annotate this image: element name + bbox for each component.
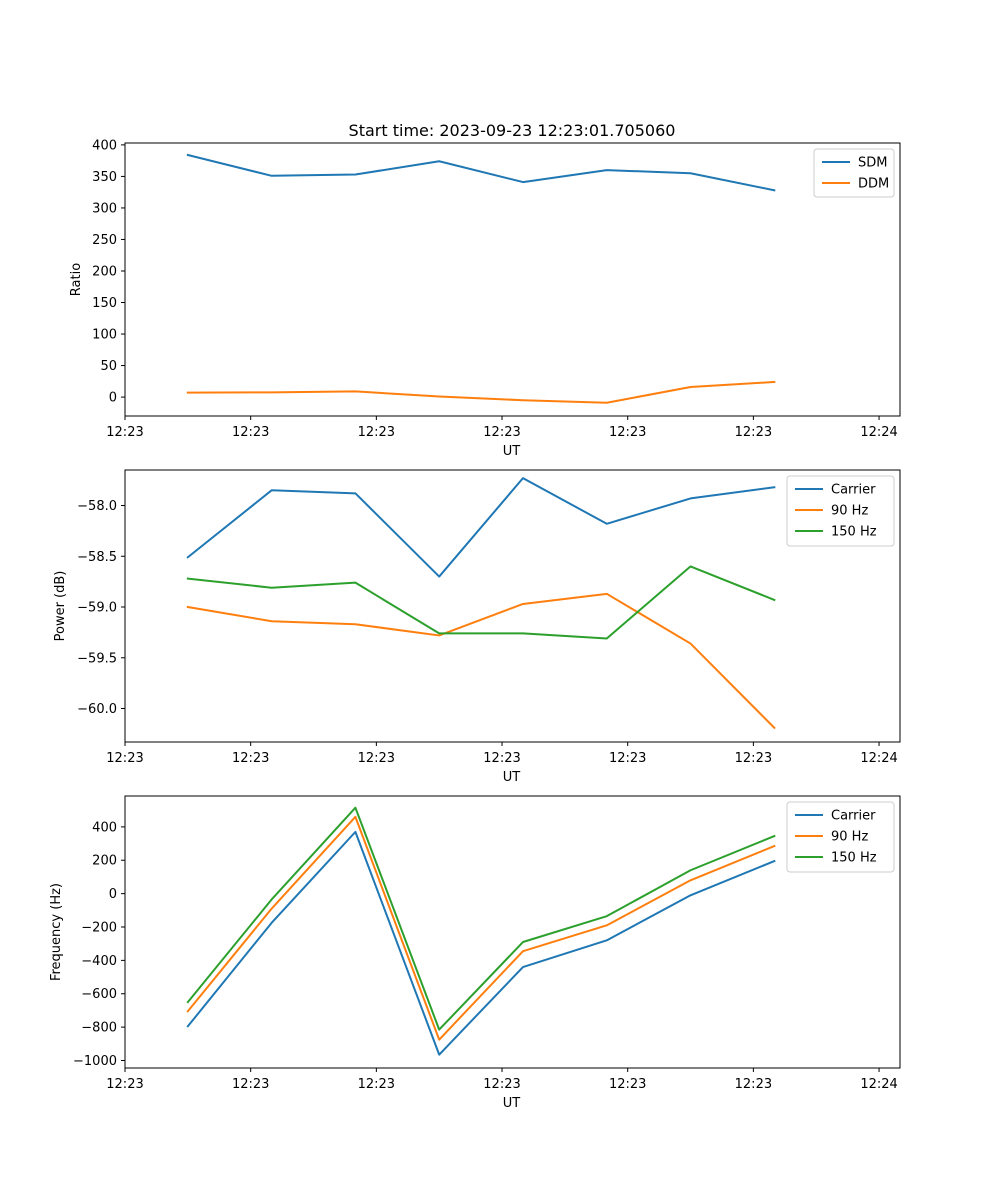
axes-frame [124,142,901,417]
x-axis-label: UT [503,770,521,785]
subplots: 12:23 12:23 12:23 12:23 12:23 12:23 12:24 0 50 10… [49,138,901,1111]
series-line-carrier [186,477,776,578]
y-tick-label: 0 [109,391,117,406]
y-axis-label: Ratio [69,263,84,296]
legend-box [786,475,895,547]
x-tick-label: 12:23 [106,425,143,440]
legend: SDM DDM [813,148,895,198]
y-tick-label: 400 [92,820,117,835]
y-tick-label: −800 [81,1021,117,1036]
y-tick-label: −1000 [73,1054,117,1069]
legend-label-carrier: Carrier [831,809,876,824]
x-tick-label: 12:23 [735,425,772,440]
series-line-90-hz [186,815,776,1041]
x-tick-label: 12:23 [483,751,520,766]
y-tick-label: 200 [92,264,117,279]
legend-label-carrier: Carrier [831,483,876,498]
series-line-sdm [186,153,776,192]
legend-label-sdm: SDM [858,156,887,171]
series-line-carrier [186,830,776,1056]
series-line-90-hz [186,592,776,730]
y-tick-label: 200 [92,854,117,869]
y-tick-label: −59.0 [77,601,117,616]
y-tick-label: −60.0 [77,702,117,717]
y-tick-label: −58.5 [77,550,117,565]
subplot-2: 12:23 12:23 12:23 12:23 12:23 12:23 12:24 −58.0… [53,469,901,785]
subplot-3: 12:23 12:23 12:23 12:23 12:23 12:23 12:24 400 20… [49,795,901,1111]
y-tick-label: −200 [81,920,117,935]
x-axis-label: UT [503,444,521,459]
x-tick-label: 12:23 [609,751,646,766]
x-tick-label: 12:23 [106,751,143,766]
y-tick-label: −400 [81,954,117,969]
x-tick-label: 12:23 [483,425,520,440]
legend-label-150-hz: 150 Hz [831,851,877,866]
y-tick-label: −600 [81,987,117,1002]
x-tick-label: 12:23 [483,1077,520,1092]
series-line-ddm [186,380,776,404]
x-axis-label: UT [503,1096,521,1111]
x-tick-label: 12:23 [358,425,395,440]
legend-label-90-hz: 90 Hz [831,830,868,845]
legend-label-150-hz: 150 Hz [831,525,877,540]
subplot-1: 12:23 12:23 12:23 12:23 12:23 12:23 12:24 0 50 10… [69,138,901,459]
x-tick-label: 12:23 [232,1077,269,1092]
x-tick-label: 12:23 [358,751,395,766]
x-tick-label: 12:24 [860,751,897,766]
x-tick-label: 12:23 [232,751,269,766]
legend: Carrier 90 Hz 150 Hz [786,801,895,873]
axes-frame [124,469,901,743]
x-tick-label: 12:23 [106,1077,143,1092]
y-tick-label: 400 [92,138,117,153]
legend-label-90-hz: 90 Hz [831,504,868,519]
x-tick-label: 12:24 [860,1077,897,1092]
x-tick-label: 12:23 [358,1077,395,1092]
x-tick-label: 12:23 [735,1077,772,1092]
legend-box [786,801,895,873]
y-tick-label: −58.0 [77,499,117,514]
legend: Carrier 90 Hz 150 Hz [786,475,895,547]
y-tick-label: −59.5 [77,651,117,666]
x-tick-label: 12:24 [860,425,897,440]
y-axis-label: Power (dB) [53,571,68,642]
x-tick-label: 12:23 [735,751,772,766]
x-tick-label: 12:23 [609,1077,646,1092]
x-tick-label: 12:23 [609,425,646,440]
series-line-150-hz [186,806,776,1031]
y-axis-label: Frequency (Hz) [49,883,64,981]
x-tick-label: 12:23 [232,425,269,440]
legend-label-ddm: DDM [858,177,889,192]
chart-title: Start time: 2023-09-23 12:23:01.705060 [349,121,676,140]
y-tick-label: 50 [100,359,117,374]
y-tick-label: 300 [92,201,117,216]
y-tick-label: 350 [92,170,117,185]
y-tick-label: 100 [92,328,117,343]
series-line-150-hz [186,565,776,640]
y-tick-label: 150 [92,296,117,311]
y-tick-label: 0 [109,887,117,902]
y-tick-label: 250 [92,233,117,248]
axes-frame [124,795,901,1069]
